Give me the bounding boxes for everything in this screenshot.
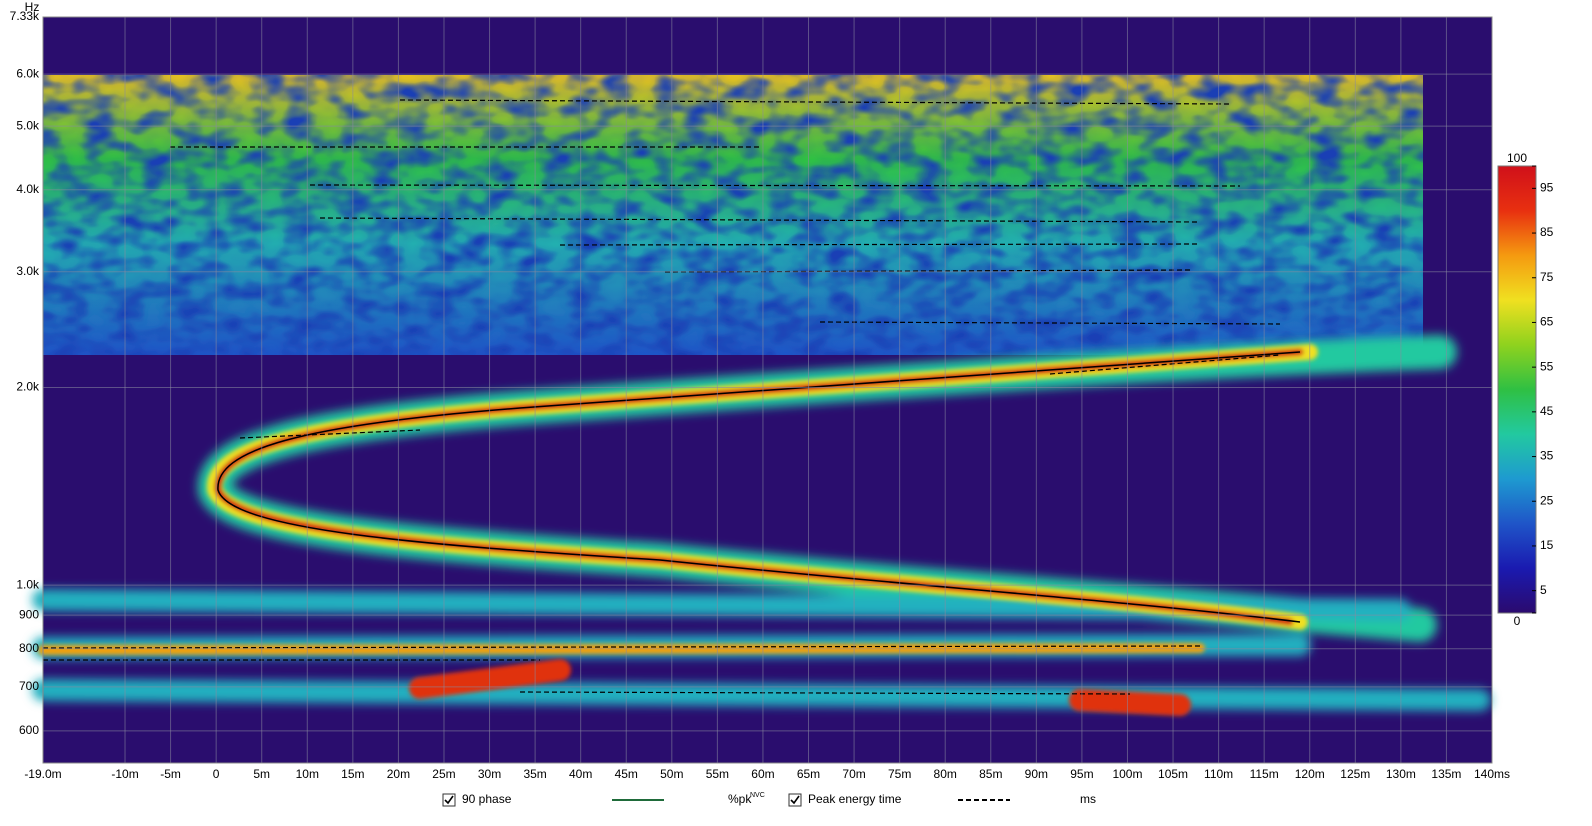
x-tick-label: 100m bbox=[1112, 767, 1142, 781]
colorbar-tick-label: 15 bbox=[1540, 538, 1554, 552]
y-tick-label: 900 bbox=[19, 607, 39, 621]
y-tick-label: 6.0k bbox=[16, 66, 40, 80]
y-tick-label: 7.33k bbox=[10, 9, 40, 23]
x-tick-label: -19.0m bbox=[24, 767, 61, 781]
colorbar-tick-label: 45 bbox=[1540, 404, 1554, 418]
x-tick-label: 130m bbox=[1386, 767, 1416, 781]
x-tick-label: 45m bbox=[615, 767, 638, 781]
x-tick-label: 30m bbox=[478, 767, 501, 781]
colorbar-tick-label: 25 bbox=[1540, 493, 1554, 507]
colorbar-scale bbox=[1497, 165, 1537, 614]
y-tick-label: 3.0k bbox=[16, 264, 40, 278]
x-tick-label: 20m bbox=[387, 767, 410, 781]
x-tick-label: 120m bbox=[1295, 767, 1325, 781]
colorbar-tick-label: 75 bbox=[1540, 270, 1554, 284]
x-tick-label: -10m bbox=[111, 767, 138, 781]
y-tick-label: 600 bbox=[19, 723, 39, 737]
x-tick-label: -5m bbox=[160, 767, 181, 781]
colorbar-tick-label: 35 bbox=[1540, 449, 1554, 463]
y-tick-label: 1.0k bbox=[16, 577, 40, 591]
legend-label: 90 phase bbox=[462, 792, 512, 806]
x-tick-label: 105m bbox=[1158, 767, 1188, 781]
plot-frame bbox=[42, 16, 1493, 764]
y-tick-label: 4.0k bbox=[16, 182, 40, 196]
y-tick-label: 700 bbox=[19, 679, 39, 693]
y-tick-label: 800 bbox=[19, 641, 39, 655]
x-tick-label: 70m bbox=[842, 767, 865, 781]
x-tick-label: 40m bbox=[569, 767, 592, 781]
x-tick-label: 85m bbox=[979, 767, 1002, 781]
x-tick-label: 80m bbox=[934, 767, 957, 781]
legend-unit: %pk bbox=[728, 792, 752, 806]
colorbar-tick-label: 65 bbox=[1540, 315, 1554, 329]
colorbar: 0 5 15 25 35 45 55 65 75 85 95 100 bbox=[1497, 151, 1554, 628]
colorbar-tick-label: 85 bbox=[1540, 225, 1554, 239]
x-tick-label: 115m bbox=[1250, 767, 1279, 781]
x-tick-label: 75m bbox=[888, 767, 911, 781]
x-tick-label: 50m bbox=[660, 767, 683, 781]
x-tick-label: 10m bbox=[296, 767, 319, 781]
y-unit: Hz bbox=[25, 0, 40, 14]
y-tick-label: 5.0k bbox=[16, 118, 40, 132]
colorbar-tick-label: 5 bbox=[1540, 583, 1547, 597]
legend-unit-sup: NVC bbox=[750, 792, 765, 799]
legend-checkbox[interactable] bbox=[442, 793, 456, 807]
colorbar-tick-label: 55 bbox=[1540, 359, 1554, 373]
noise-region bbox=[43, 75, 1423, 355]
x-tick-label: 90m bbox=[1025, 767, 1048, 781]
x-tick-label: 60m bbox=[751, 767, 774, 781]
x-tick-label: 5m bbox=[253, 767, 270, 781]
y-tick-label: 2.0k bbox=[16, 380, 40, 394]
legend-checkbox[interactable] bbox=[788, 793, 802, 807]
x-tick-label: 25m bbox=[432, 767, 455, 781]
colorbar-tick-label: 100 bbox=[1507, 151, 1527, 165]
checkmark bbox=[444, 795, 454, 805]
x-tick-label: 135m bbox=[1431, 767, 1461, 781]
x-tick-label: 140ms bbox=[1474, 767, 1510, 781]
legend-label: Peak energy time bbox=[808, 792, 902, 806]
x-tick-label: 0 bbox=[213, 767, 220, 781]
colorbar-tick-label: 0 bbox=[1514, 614, 1521, 628]
x-tick-label: 15m bbox=[341, 767, 364, 781]
x-tick-label: 65m bbox=[797, 767, 820, 781]
colorbar-tick-label: 95 bbox=[1540, 181, 1554, 195]
checkmark bbox=[790, 795, 800, 805]
x-tick-label: 125m bbox=[1340, 767, 1370, 781]
x-tick-label: 55m bbox=[706, 767, 729, 781]
legend-unit: ms bbox=[1080, 792, 1096, 806]
x-tick-label: 95m bbox=[1070, 767, 1093, 781]
x-tick-label: 110m bbox=[1204, 767, 1233, 781]
heatmap bbox=[32, 17, 1492, 763]
x-tick-label: 35m bbox=[523, 767, 546, 781]
